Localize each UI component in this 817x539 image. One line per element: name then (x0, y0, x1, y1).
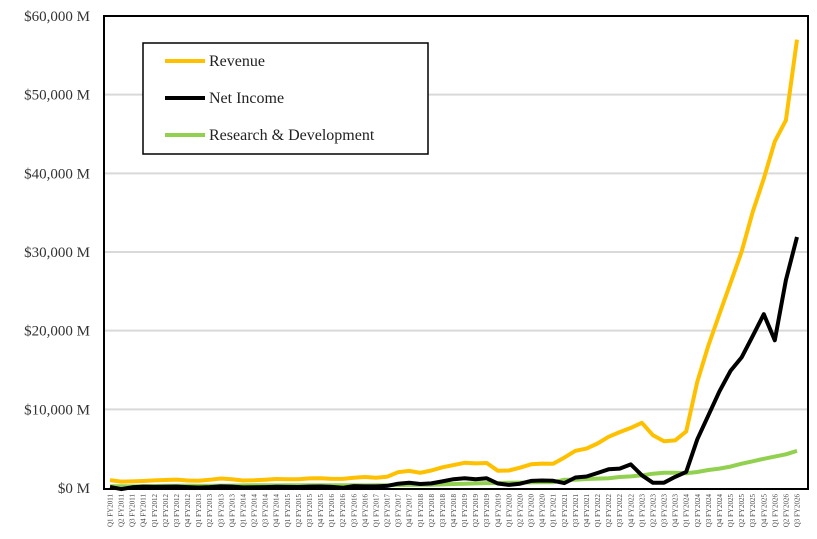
x-tick-label: Q3 FY2014 (262, 494, 270, 528)
x-tick-label: Q3 FY2023 (661, 494, 669, 528)
y-tick-label: $0 M (58, 481, 90, 497)
x-tick-label: Q1 FY2019 (461, 494, 469, 528)
x-tick-label: Q2 FY2020 (516, 494, 524, 528)
y-tick-label: $10,000 M (24, 402, 90, 418)
legend-label: Research & Development (209, 127, 375, 144)
x-tick-label: Q3 FY2018 (439, 494, 447, 528)
x-tick-label: Q4 FY2018 (450, 494, 458, 528)
x-tick-label: Q1 FY2025 (727, 494, 735, 528)
x-tick-label: Q2 FY2018 (428, 494, 436, 528)
x-tick-label: Q4 FY2023 (672, 494, 680, 528)
x-tick-label: Q3 FY2013 (217, 494, 225, 528)
x-tick-label: Q1 FY2013 (195, 494, 203, 528)
x-tick-label: Q4 FY2016 (361, 494, 369, 528)
x-tick-label: Q1 FY2016 (328, 494, 336, 528)
y-tick-label: $40,000 M (24, 166, 90, 182)
x-tick-label: Q1 FY2018 (417, 494, 425, 528)
x-tick-label: Q2 FY2023 (649, 494, 657, 528)
x-tick-label: Q2 FY2024 (694, 494, 702, 528)
x-tick-label: Q3 FY2024 (705, 494, 713, 528)
x-tick-label: Q2 FY2026 (782, 494, 790, 528)
y-tick-label: $50,000 M (24, 88, 90, 104)
x-tick-label: Q2 FY2022 (605, 494, 613, 528)
x-tick-label: Q4 FY2012 (184, 494, 192, 528)
x-tick-label: Q4 FY2022 (627, 494, 635, 528)
x-tick-label: Q2 FY2015 (295, 494, 303, 528)
x-tick-label: Q4 FY2014 (273, 494, 281, 528)
x-tick-label: Q1 FY2014 (239, 494, 247, 528)
x-tick-label: Q2 FY2012 (162, 494, 170, 528)
x-tick-label: Q3 FY2026 (794, 494, 802, 528)
x-tick-label: Q1 FY2020 (505, 494, 513, 528)
x-tick-label: Q1 FY2021 (550, 494, 558, 528)
x-tick-label: Q1 FY2012 (151, 494, 159, 528)
x-tick-label: Q2 FY2011 (118, 494, 126, 527)
x-tick-label: Q3 FY2015 (306, 494, 314, 528)
x-tick-label: Q2 FY2016 (339, 494, 347, 528)
legend-label: Revenue (209, 53, 265, 70)
y-tick-label: $30,000 M (24, 245, 90, 261)
legend: Revenue Net Income Research & Development (142, 42, 429, 155)
x-tick-label: Q4 FY2013 (228, 494, 236, 528)
x-tick-label: Q4 FY2019 (494, 494, 502, 528)
x-tick-label: Q3 FY2012 (173, 494, 181, 528)
x-tick-label: Q2 FY2021 (561, 494, 569, 528)
x-tick-label: Q4 FY2017 (406, 494, 414, 528)
y-tick-label: $60,000 M (24, 9, 90, 25)
series-line-net-income (109, 236, 799, 492)
x-tick-label: Q1 FY2023 (638, 494, 646, 528)
x-tick-label: Q1 FY2022 (594, 494, 602, 528)
x-tick-label: Q2 FY2017 (384, 494, 392, 528)
x-tick-label: Q1 FY2011 (107, 494, 115, 527)
x-tick-label: Q4 FY2020 (539, 494, 547, 528)
x-tick-label: Q2 FY2013 (206, 494, 214, 528)
x-tick-label: Q1 FY2026 (771, 494, 779, 528)
series-line-revenue (109, 39, 799, 484)
x-tick-label: Q3 FY2011 (129, 494, 137, 527)
x-tick-label: Q3 FY2016 (350, 494, 358, 528)
x-tick-label: Q2 FY2025 (738, 494, 746, 528)
legend-label: Net Income (209, 90, 284, 107)
x-tick-label: Q4 FY2011 (140, 494, 148, 527)
x-tick-label: Q3 FY2017 (395, 494, 403, 528)
x-tick-label: Q2 FY2019 (472, 494, 480, 528)
x-tick-label: Q4 FY2025 (760, 494, 768, 528)
x-tick-label: Q3 FY2019 (483, 494, 491, 528)
x-tick-label: Q3 FY2021 (572, 494, 580, 528)
x-tick-label: Q1 FY2024 (683, 494, 691, 528)
x-tick-label: Q1 FY2017 (372, 494, 380, 528)
y-tick-label: $20,000 M (24, 324, 90, 340)
x-tick-label: Q4 FY2021 (583, 494, 591, 528)
x-tick-label: Q3 FY2025 (749, 494, 757, 528)
x-tick-label: Q3 FY2022 (616, 494, 624, 528)
x-tick-label: Q2 FY2014 (251, 494, 259, 528)
x-tick-label: Q4 FY2015 (317, 494, 325, 528)
x-tick-label: Q3 FY2020 (528, 494, 536, 528)
x-tick-label: Q4 FY2024 (716, 494, 724, 528)
x-tick-label: Q1 FY2015 (284, 494, 292, 528)
